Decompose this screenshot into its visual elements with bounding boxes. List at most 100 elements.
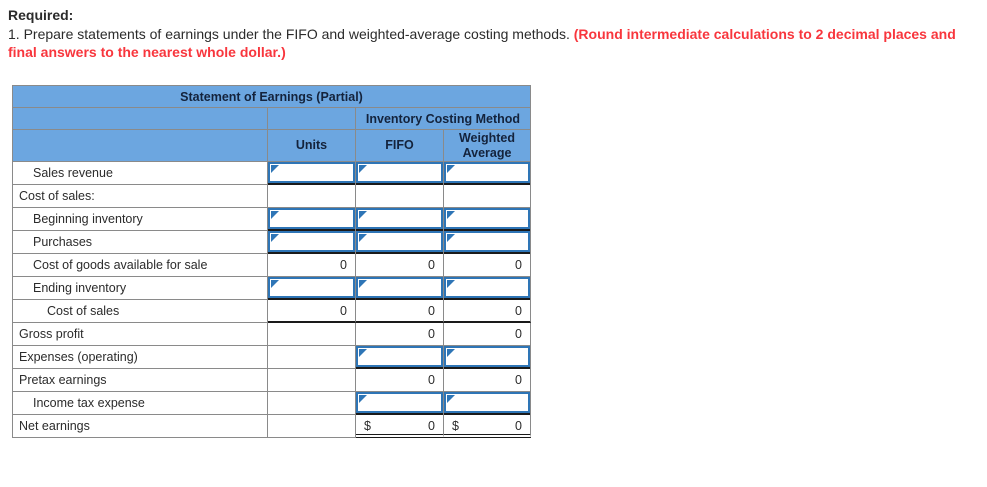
weighted-average-cell xyxy=(444,162,531,185)
fifo-input[interactable] xyxy=(356,346,443,367)
weighted-average-cell xyxy=(444,231,531,254)
input-marker-icon xyxy=(359,395,367,403)
weighted-average-input[interactable] xyxy=(444,392,530,413)
units-value: 0 xyxy=(268,254,356,277)
weighted-average-input[interactable] xyxy=(444,231,530,252)
rounding-note: (Round intermediate calculations to 2 de… xyxy=(8,25,956,61)
row-label: Sales revenue xyxy=(13,162,268,185)
required-label: Required: xyxy=(8,7,74,23)
fifo-cell xyxy=(356,231,444,254)
row-label: Net earnings xyxy=(13,415,268,438)
input-marker-icon xyxy=(271,165,279,173)
units-cell xyxy=(268,208,356,231)
input-marker-icon xyxy=(359,234,367,242)
weighted-average-input[interactable] xyxy=(444,208,530,229)
fifo-total-cell: $0 xyxy=(356,415,444,438)
input-marker-icon xyxy=(359,349,367,357)
row-label: Ending inventory xyxy=(13,277,268,300)
weighted-average-total-cell: $0 xyxy=(444,415,531,438)
empty-header-cell xyxy=(13,108,268,130)
table-row: Cost of sales 0 0 0 xyxy=(13,300,531,323)
empty-cell xyxy=(268,185,356,208)
table-row: Gross profit 0 0 xyxy=(13,323,531,346)
table-title: Statement of Earnings (Partial) xyxy=(13,86,531,108)
row-label: Purchases xyxy=(13,231,268,254)
units-input[interactable] xyxy=(268,231,355,252)
weighted-average-cell xyxy=(444,346,531,369)
weighted-average-value: 0 xyxy=(444,300,531,323)
input-marker-icon xyxy=(447,280,455,288)
input-marker-icon xyxy=(271,234,279,242)
input-marker-icon xyxy=(447,234,455,242)
table-row: Beginning inventory xyxy=(13,208,531,231)
fifo-input[interactable] xyxy=(356,277,443,298)
weighted-average-input[interactable] xyxy=(444,162,530,183)
weighted-average-value: 0 xyxy=(444,369,531,392)
input-marker-icon xyxy=(447,349,455,357)
units-cell xyxy=(268,162,356,185)
empty-cell xyxy=(356,185,444,208)
table-row: Ending inventory xyxy=(13,277,531,300)
fifo-input[interactable] xyxy=(356,162,443,183)
units-cell xyxy=(268,277,356,300)
empty-cell xyxy=(268,415,356,438)
weighted-average-value: 0 xyxy=(444,323,531,346)
fifo-input[interactable] xyxy=(356,392,443,413)
fifo-input[interactable] xyxy=(356,208,443,229)
fifo-cell xyxy=(356,346,444,369)
input-marker-icon xyxy=(447,165,455,173)
units-column-header: Units xyxy=(268,130,356,162)
weighted-average-input[interactable] xyxy=(444,277,530,298)
table-row: Sales revenue xyxy=(13,162,531,185)
units-cell xyxy=(268,231,356,254)
weighted-average-column-header: Weighted Average xyxy=(444,130,531,162)
row-label: Cost of goods available for sale xyxy=(13,254,268,277)
input-marker-icon xyxy=(359,211,367,219)
weighted-average-cell xyxy=(444,277,531,300)
row-label: Income tax expense xyxy=(13,392,268,415)
units-input[interactable] xyxy=(268,162,355,183)
empty-cell xyxy=(268,369,356,392)
row-label: Expenses (operating) xyxy=(13,346,268,369)
table-row: Pretax earnings 0 0 xyxy=(13,369,531,392)
weighted-average-cell xyxy=(444,208,531,231)
task-text: 1. Prepare statements of earnings under … xyxy=(8,25,962,62)
fifo-cell xyxy=(356,392,444,415)
empty-header-cell xyxy=(13,130,268,162)
table-row: Expenses (operating) xyxy=(13,346,531,369)
fifo-value: 0 xyxy=(356,323,444,346)
empty-header-cell xyxy=(268,108,356,130)
fifo-total-value: 0 xyxy=(428,419,435,433)
weighted-average-total-value: 0 xyxy=(515,419,522,433)
table-row: Income tax expense xyxy=(13,392,531,415)
input-marker-icon xyxy=(271,211,279,219)
row-label: Gross profit xyxy=(13,323,268,346)
input-marker-icon xyxy=(271,280,279,288)
group-header-row: Inventory Costing Method xyxy=(13,108,531,130)
fifo-cell xyxy=(356,162,444,185)
weighted-average-value: 0 xyxy=(444,254,531,277)
row-label: Cost of sales xyxy=(13,300,268,323)
instructions-block: Required: 1. Prepare statements of earni… xyxy=(8,6,962,62)
units-input[interactable] xyxy=(268,208,355,229)
fifo-value: 0 xyxy=(356,369,444,392)
empty-cell xyxy=(268,323,356,346)
inventory-costing-method-header: Inventory Costing Method xyxy=(356,108,531,130)
empty-cell xyxy=(268,346,356,369)
currency-symbol: $ xyxy=(452,419,459,433)
row-label: Pretax earnings xyxy=(13,369,268,392)
currency-symbol: $ xyxy=(364,419,371,433)
row-label: Beginning inventory xyxy=(13,208,268,231)
units-input[interactable] xyxy=(268,277,355,298)
fifo-input[interactable] xyxy=(356,231,443,252)
empty-cell xyxy=(268,392,356,415)
fifo-cell xyxy=(356,208,444,231)
table-row: Cost of goods available for sale 0 0 0 xyxy=(13,254,531,277)
units-value: 0 xyxy=(268,300,356,323)
row-label: Cost of sales: xyxy=(13,185,268,208)
fifo-value: 0 xyxy=(356,300,444,323)
column-header-row: Units FIFO Weighted Average xyxy=(13,130,531,162)
weighted-average-cell xyxy=(444,392,531,415)
fifo-cell xyxy=(356,277,444,300)
weighted-average-input[interactable] xyxy=(444,346,530,367)
